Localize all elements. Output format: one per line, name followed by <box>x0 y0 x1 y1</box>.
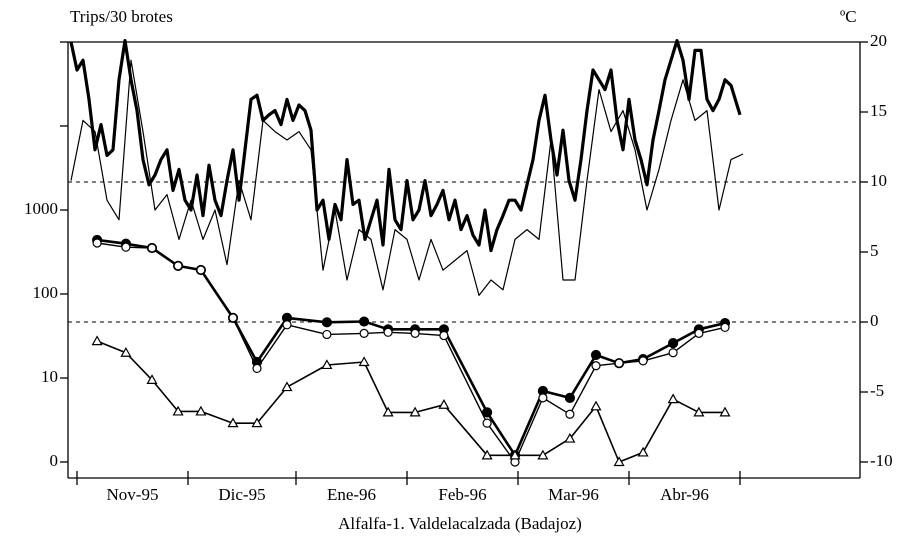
marker <box>173 261 183 271</box>
marker <box>196 265 206 275</box>
marker <box>147 243 157 253</box>
marker <box>637 446 649 457</box>
marker <box>564 392 576 403</box>
marker <box>146 374 158 384</box>
marker <box>195 405 207 416</box>
y-axis-label: Trips/30 brotes <box>70 7 173 26</box>
marker <box>509 449 521 460</box>
marker <box>91 335 103 346</box>
marker <box>438 399 450 409</box>
y2-tick-label: 20 <box>870 31 887 50</box>
marker <box>121 242 131 252</box>
series-line <box>96 340 725 463</box>
marker <box>482 418 492 428</box>
marker <box>120 346 132 357</box>
x-tick-label: Abr-96 <box>660 485 709 504</box>
marker <box>668 348 678 358</box>
series-line <box>96 238 726 457</box>
marker <box>564 432 576 443</box>
marker <box>358 356 370 367</box>
x-tick-label: Mar-96 <box>548 485 599 504</box>
chart-title: Alfalfa-1. Valdelacalzada (Badajoz) <box>338 514 582 533</box>
x-tick-label: Feb-96 <box>438 485 486 504</box>
x-tick-label: Nov-95 <box>107 485 159 504</box>
marker <box>667 393 679 404</box>
y-tick-label: 0 <box>50 451 59 470</box>
marker <box>719 406 731 417</box>
marker <box>565 409 575 419</box>
y-tick-label: 10 <box>41 367 58 386</box>
y2-tick-label: 5 <box>870 241 879 260</box>
marker <box>227 417 239 428</box>
marker <box>590 349 602 361</box>
marker <box>282 320 292 330</box>
marker <box>613 456 625 467</box>
marker <box>538 393 548 403</box>
marker <box>322 329 332 340</box>
marker <box>281 381 293 392</box>
marker <box>321 317 332 328</box>
marker <box>482 407 493 418</box>
marker <box>321 359 333 370</box>
marker <box>92 238 102 248</box>
series-line <box>69 39 742 253</box>
marker <box>382 406 394 417</box>
y2-axis-label: ºC <box>840 7 857 26</box>
marker <box>172 405 184 416</box>
marker <box>693 406 705 417</box>
marker <box>252 363 262 374</box>
x-tick-label: Dic-95 <box>218 485 265 504</box>
y2-tick-label: -5 <box>870 381 884 400</box>
marker <box>667 338 679 349</box>
x-tick-label: Ene-96 <box>327 485 376 504</box>
marker <box>537 449 549 460</box>
marker <box>720 322 730 333</box>
marker <box>251 417 263 428</box>
marker <box>383 327 393 337</box>
marker <box>481 449 493 460</box>
marker <box>694 328 704 338</box>
y2-tick-label: 10 <box>870 171 887 190</box>
marker <box>638 356 648 366</box>
y-tick-label: 100 <box>33 283 59 302</box>
y2-tick-label: 15 <box>870 101 887 120</box>
y2-tick-label: 0 <box>870 311 879 330</box>
marker <box>359 328 369 338</box>
marker <box>359 316 370 327</box>
marker <box>228 313 238 323</box>
marker <box>591 361 601 371</box>
series-line <box>96 242 726 463</box>
marker <box>439 330 449 341</box>
y2-tick-label: -10 <box>870 451 893 470</box>
marker <box>614 358 624 368</box>
series-line <box>70 59 744 296</box>
marker <box>410 328 420 338</box>
y-tick-label: 1000 <box>24 199 58 218</box>
marker <box>590 400 602 411</box>
marker <box>409 406 421 417</box>
